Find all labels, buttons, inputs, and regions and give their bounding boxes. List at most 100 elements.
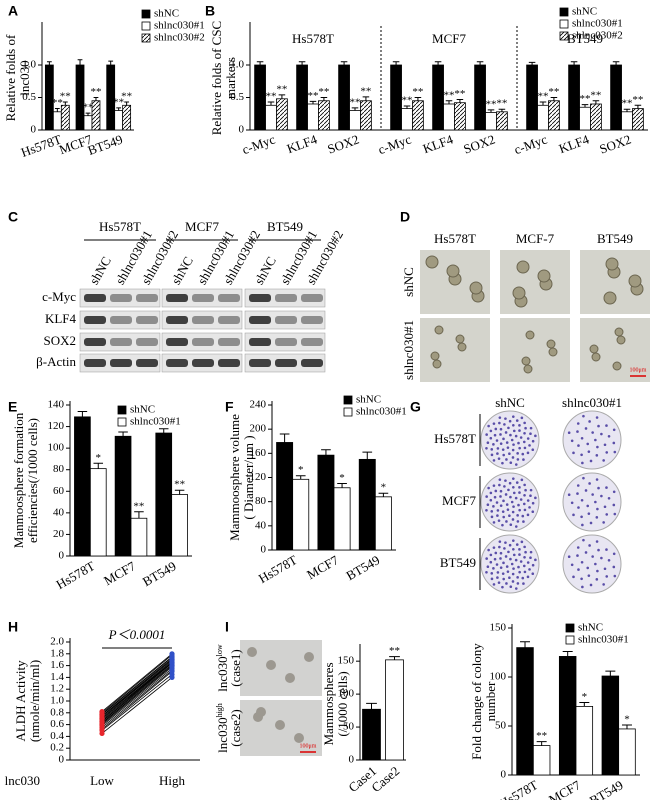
bar — [601, 675, 620, 776]
colony — [499, 504, 503, 507]
error-bar — [562, 651, 573, 657]
colony — [613, 450, 617, 454]
blot-band — [136, 359, 158, 367]
colony — [588, 420, 591, 423]
bar — [317, 454, 335, 551]
y-tick-label: 1.8 — [50, 647, 64, 659]
legend-label: shNC — [130, 404, 155, 416]
colony — [512, 429, 516, 433]
colony — [504, 555, 508, 558]
significance: ** — [496, 98, 507, 110]
blot-row-label: SOX2 — [43, 333, 76, 348]
y-axis-label: ALDH Activity — [13, 660, 28, 742]
colony — [509, 523, 513, 527]
colony — [576, 492, 579, 495]
blot-lane-label: shNC — [168, 254, 196, 287]
error-bar — [621, 724, 632, 729]
colony — [509, 495, 512, 499]
bar — [83, 115, 93, 131]
significance: * — [298, 464, 304, 476]
bar — [307, 103, 319, 131]
colony — [594, 562, 597, 566]
sphere — [628, 274, 642, 288]
error-bar — [85, 112, 91, 116]
colony — [516, 514, 519, 517]
significance: ** — [590, 89, 601, 101]
significance: ** — [389, 645, 400, 657]
colony — [595, 540, 599, 543]
colony — [487, 424, 490, 428]
colony — [514, 525, 518, 528]
y-tick-label: 240 — [250, 399, 267, 411]
blot-band — [110, 359, 132, 367]
colony — [602, 459, 605, 462]
error-bar — [320, 97, 328, 101]
blot-strip — [79, 288, 161, 308]
colony — [514, 463, 518, 466]
y-tick-label: 1.0 — [22, 59, 36, 71]
significance: ** — [90, 86, 101, 98]
blot-band — [136, 338, 158, 346]
sphere — [275, 720, 285, 730]
y-tick-label: 0 — [239, 124, 245, 136]
bar — [60, 104, 70, 131]
colony — [516, 576, 519, 579]
colony — [522, 582, 525, 585]
colony — [522, 564, 526, 568]
pair-line — [101, 657, 173, 715]
colony — [584, 551, 588, 554]
colony — [511, 518, 515, 521]
colony — [524, 550, 527, 554]
bar — [52, 111, 62, 131]
colony — [511, 572, 515, 576]
plate-row-label: BT549 — [440, 555, 476, 570]
case-name: lnc030 — [215, 656, 230, 691]
x-tick-label: High — [159, 773, 186, 788]
pair-line — [101, 664, 173, 722]
colony — [511, 456, 515, 459]
colony — [485, 570, 488, 574]
colony — [498, 416, 502, 419]
legend-swatch — [141, 21, 151, 31]
colony — [534, 496, 537, 500]
colony — [514, 587, 518, 590]
colony — [526, 513, 530, 517]
colony — [587, 512, 591, 515]
legend-swatch — [117, 405, 127, 415]
bar — [114, 435, 132, 557]
colony — [605, 575, 609, 578]
colony — [496, 509, 500, 512]
colony — [509, 585, 513, 589]
colony — [567, 431, 571, 434]
micrograph — [420, 318, 490, 382]
colony — [576, 430, 579, 433]
colony — [594, 500, 597, 504]
error-bar — [445, 100, 453, 104]
bar — [358, 458, 376, 551]
significance: ** — [622, 98, 633, 110]
bar — [537, 104, 549, 131]
colony — [515, 419, 519, 422]
group-label: Hs578T — [292, 31, 334, 46]
colony — [502, 561, 505, 565]
error-bar — [134, 511, 144, 519]
sphere — [548, 347, 558, 357]
blot-band — [84, 316, 106, 324]
pair-line — [101, 653, 173, 712]
legend-label: shlnc030#1 — [130, 416, 181, 428]
blot-band — [249, 338, 271, 346]
error-bar — [351, 107, 359, 111]
bar — [432, 64, 444, 131]
colony — [505, 503, 509, 506]
colony — [580, 498, 584, 502]
colony — [522, 502, 526, 506]
error-bar — [550, 97, 558, 101]
colony — [485, 508, 488, 512]
significance: ** — [536, 730, 547, 742]
colony — [509, 461, 513, 465]
colony — [510, 500, 514, 504]
colony — [586, 566, 590, 570]
pair-line — [101, 670, 173, 728]
bar — [401, 108, 413, 131]
